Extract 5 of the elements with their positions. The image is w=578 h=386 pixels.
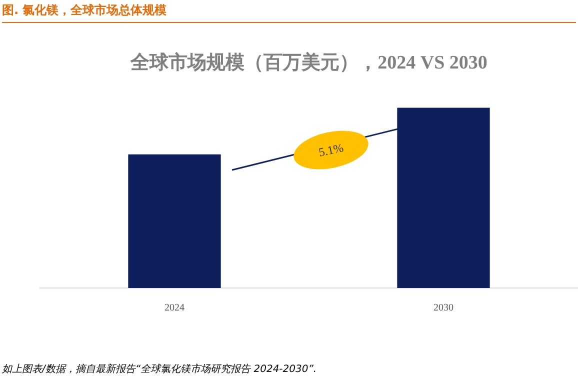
x-tick-label: 2024 [164,302,184,314]
text: 图. 氯化镁，全球市场总体规模 [2,2,576,23]
text: 如上图表/数据，摘自最新报告“全球氯化镁市场研究报告 2024-2030”. [2,362,317,376]
x-tick-label: 2030 [434,302,454,314]
chart-title: 全球市场规模（百万美元），2024 VS 2030 [130,51,488,74]
